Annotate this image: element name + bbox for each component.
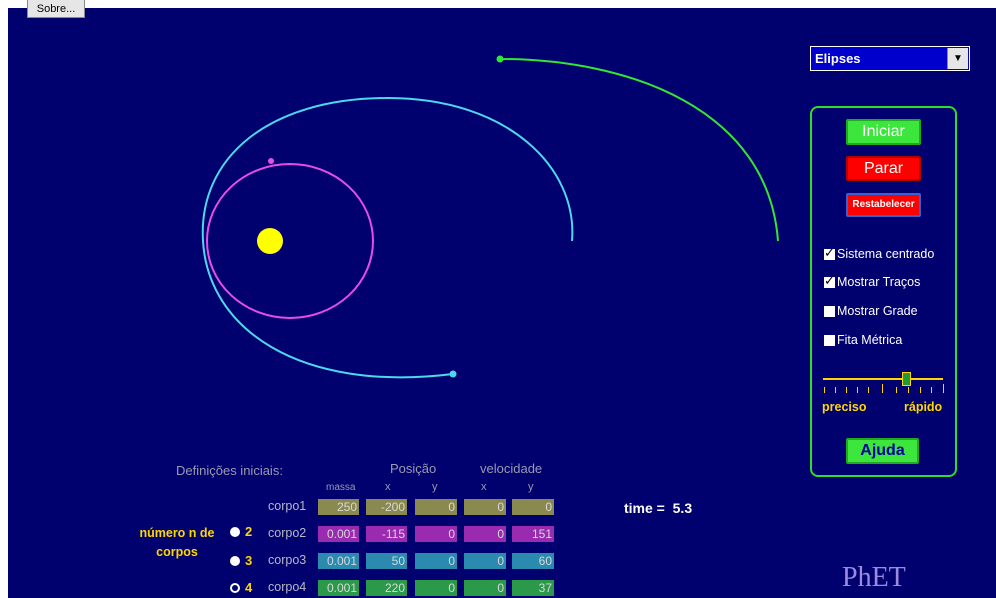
orbit-trace-corpo4 (499, 58, 779, 242)
pos-x-corpo3[interactable]: 50 (366, 553, 407, 569)
position-header: Posição (390, 461, 437, 476)
pos-x-corpo4[interactable]: 220 (366, 580, 407, 596)
pos-y-corpo4[interactable]: 0 (415, 580, 457, 596)
orbit-display (201, 55, 779, 379)
checkbox-sistema-centrado[interactable]: Sistema centrado (824, 245, 935, 261)
radio-label-2: 2 (245, 524, 253, 539)
checkbox-mostrar-grade[interactable]: Mostrar Grade (824, 304, 918, 318)
row-label-corpo3: corpo3 (268, 553, 307, 567)
checkbox-label: Mostrar Traços (837, 275, 921, 289)
radio-bodies-2[interactable] (230, 527, 240, 537)
time-value: 5.3 (672, 500, 693, 516)
slider-tick (908, 387, 909, 393)
slider-label-precise: preciso (822, 400, 867, 414)
slider-tick (896, 387, 897, 393)
row-label-corpo2: corpo2 (268, 526, 307, 540)
col-pos-x: x (385, 481, 391, 493)
phet-logo[interactable]: PhET (842, 562, 906, 593)
checkbox-mostrar-tracos[interactable]: Mostrar Traços (824, 273, 921, 289)
preset-selected-value: Elipses (815, 51, 861, 66)
vel-x-corpo4[interactable]: 0 (464, 580, 506, 596)
slider-tick (931, 387, 932, 393)
start-button[interactable]: Iniciar (846, 119, 921, 145)
massa-corpo4[interactable]: 0.001 (318, 580, 359, 596)
col-vel-y: y (528, 481, 534, 493)
body-corpo1-sun[interactable] (257, 228, 283, 254)
vel-x-corpo1[interactable]: 0 (464, 499, 506, 515)
pos-y-corpo2[interactable]: 0 (415, 526, 457, 542)
checkbox-label: Sistema centrado (837, 247, 935, 261)
radio-bodies-3[interactable] (230, 556, 240, 566)
speed-slider-knob[interactable] (902, 372, 911, 386)
slider-tick (846, 387, 847, 393)
vel-y-corpo3[interactable]: 60 (512, 553, 554, 569)
row-label-corpo1: corpo1 (268, 499, 307, 513)
slider-tick (943, 384, 944, 393)
bodies-count-label: número n de corpos (132, 524, 222, 562)
col-vel-x: x (481, 481, 487, 493)
velocity-header: velocidade (480, 461, 543, 476)
slider-tick (868, 387, 869, 393)
checkbox-fita-metrica[interactable]: Fita Métrica (824, 333, 902, 347)
checkbox-unchecked-icon[interactable] (824, 305, 835, 317)
reset-button[interactable]: Restabelecer (846, 193, 921, 217)
chevron-down-icon[interactable]: ▼ (947, 48, 968, 69)
vel-y-corpo4[interactable]: 37 (512, 580, 554, 596)
body-corpo2[interactable] (268, 158, 274, 164)
slider-label-fast: rápido (904, 400, 943, 414)
help-button[interactable]: Ajuda (846, 438, 919, 464)
radio-label-3: 3 (245, 553, 253, 568)
slider-tick (920, 387, 921, 393)
control-panel (810, 106, 957, 477)
massa-corpo1[interactable]: 250 (318, 499, 359, 515)
vel-x-corpo2[interactable]: 0 (464, 526, 506, 542)
checkbox-label: Fita Métrica (837, 333, 903, 347)
table-title: Definições iniciais: (176, 463, 283, 478)
row-label-corpo4: corpo4 (268, 580, 307, 594)
checkbox-checked-icon[interactable] (824, 273, 835, 289)
time-label: time = (624, 500, 665, 516)
time-readout: time = 5.3 (624, 500, 692, 516)
radio-bodies-4-selected[interactable] (230, 583, 240, 593)
pos-y-corpo1[interactable]: 0 (415, 499, 457, 515)
massa-corpo3[interactable]: 0.001 (318, 553, 359, 569)
preset-dropdown[interactable]: Elipses ▼ (810, 46, 970, 71)
slider-tick (824, 387, 825, 393)
bodies-count-label-line2: corpos (156, 545, 198, 559)
bodies-count-label-line1: número n de (139, 526, 215, 540)
pos-y-corpo3[interactable]: 0 (415, 553, 457, 569)
body-corpo3[interactable] (449, 370, 457, 378)
vel-x-corpo3[interactable]: 0 (464, 553, 506, 569)
col-massa: massa (326, 482, 356, 493)
slider-tick (882, 384, 883, 393)
slider-tick (835, 387, 836, 393)
about-button[interactable]: Sobre... (27, 0, 85, 18)
pos-x-corpo1[interactable]: -200 (366, 499, 407, 515)
orbit-trace-corpo3 (201, 96, 574, 379)
stop-button[interactable]: Parar (846, 156, 921, 181)
radio-label-4: 4 (245, 580, 253, 595)
orbit-trace-corpo2 (206, 163, 374, 319)
col-pos-y: y (432, 481, 438, 493)
speed-slider-track[interactable] (823, 378, 943, 380)
massa-corpo2[interactable]: 0.001 (318, 526, 359, 542)
checkbox-label: Mostrar Grade (837, 304, 918, 318)
checkbox-unchecked-icon[interactable] (824, 334, 835, 346)
vel-y-corpo1[interactable]: 0 (512, 499, 554, 515)
slider-tick (857, 387, 858, 393)
vel-y-corpo2[interactable]: 151 (512, 526, 554, 542)
body-corpo4[interactable] (496, 55, 504, 63)
pos-x-corpo2[interactable]: -115 (366, 526, 407, 542)
checkbox-checked-icon[interactable] (824, 245, 835, 261)
